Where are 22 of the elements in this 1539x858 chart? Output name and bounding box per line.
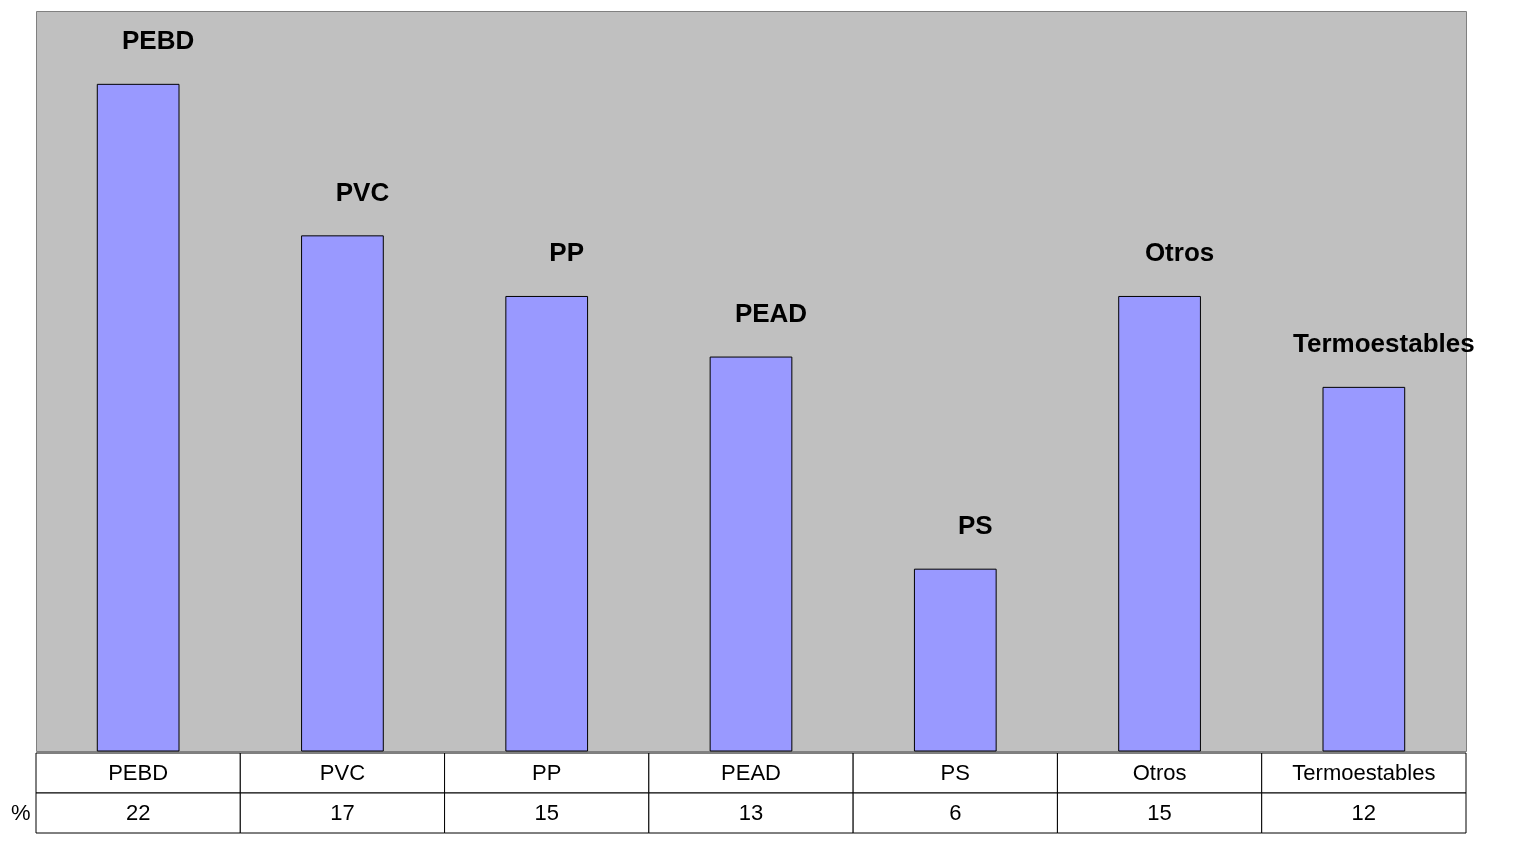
category-label: PS [957, 510, 993, 541]
x-tick-label: PVC [319, 760, 366, 785]
data-label: 22 [125, 800, 151, 825]
y-axis-title: % [10, 800, 31, 825]
x-tick-label: Termoestables [1292, 760, 1436, 785]
x-tick-label: PEBD [108, 760, 169, 785]
x-tick-label: Otros [1132, 760, 1187, 785]
category-label: PEAD [734, 298, 808, 329]
x-tick-label: PS [940, 760, 970, 785]
data-label: 12 [1351, 800, 1377, 825]
category-label: PP [549, 237, 585, 268]
data-label: 15 [1147, 800, 1172, 825]
data-label: 6 [949, 800, 962, 825]
x-tick-label: PEAD [721, 760, 781, 785]
category-label: Termoestables [1293, 328, 1475, 359]
category-label: PVC [335, 176, 390, 207]
category-label: Otros [1144, 237, 1215, 268]
data-label: 15 [534, 800, 559, 825]
x-tick-label: PP [532, 760, 562, 785]
data-label: 17 [330, 800, 355, 825]
category-label: PEBD [122, 25, 195, 56]
data-label: 13 [738, 800, 764, 825]
